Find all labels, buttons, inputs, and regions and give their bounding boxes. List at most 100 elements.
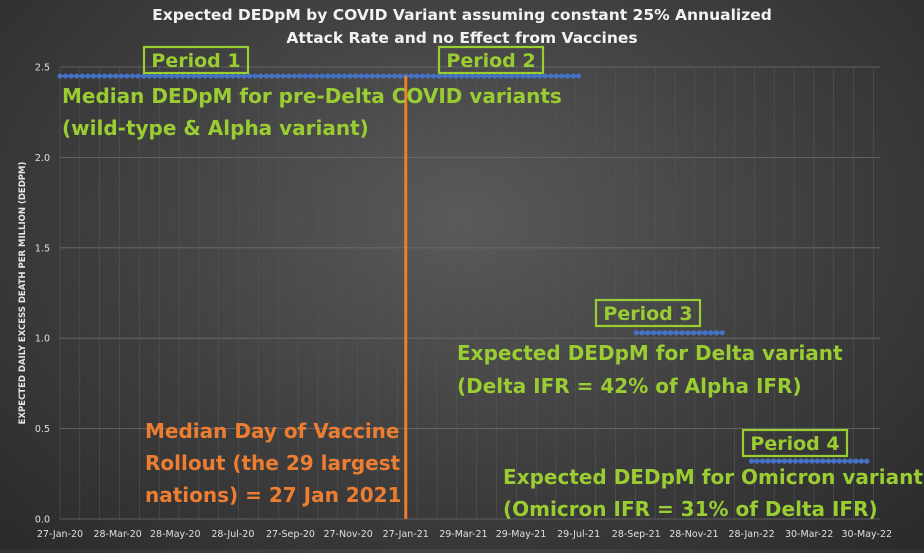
data-point — [392, 73, 398, 79]
data-point — [639, 330, 645, 336]
data-point — [96, 73, 102, 79]
data-point — [458, 73, 465, 79]
data-point — [302, 73, 308, 79]
y-tick-label: 2.5 — [35, 63, 50, 74]
x-tick-label: 27-Nov-20 — [323, 529, 372, 540]
data-point — [180, 73, 186, 79]
omicron-annotation: Expected DEDpM for Omicron variant — [503, 465, 923, 489]
data-point — [325, 73, 331, 79]
period-3-label: Period 3 — [603, 303, 692, 325]
data-point — [559, 73, 565, 79]
period-1-box — [142, 45, 250, 75]
data-point — [213, 73, 219, 79]
data-point — [548, 73, 554, 79]
chart-title: Expected DEDpM by COVID Variant assuming… — [152, 6, 772, 24]
data-point — [241, 73, 247, 79]
data-point — [113, 73, 119, 79]
data-point — [537, 73, 543, 79]
data-point — [397, 73, 403, 79]
y-tick-label: 1.5 — [35, 243, 50, 254]
period-2-box — [437, 45, 545, 75]
x-tick-label: 29-Jul-21 — [557, 529, 600, 540]
data-point — [297, 73, 303, 79]
data-point — [79, 73, 85, 79]
data-point — [235, 73, 242, 79]
data-point — [754, 458, 760, 464]
period-1-label: Period 1 — [151, 50, 240, 72]
data-point — [57, 73, 63, 79]
data-point — [168, 73, 175, 79]
data-point — [286, 73, 292, 79]
data-point — [129, 73, 136, 79]
data-point — [531, 73, 537, 79]
data-point — [509, 73, 515, 79]
data-point — [486, 73, 493, 79]
y-tick-label: 0.5 — [35, 424, 50, 435]
data-point — [564, 73, 571, 79]
data-point — [425, 73, 431, 79]
data-point — [864, 458, 870, 464]
data-point — [645, 330, 651, 336]
data-point — [576, 73, 582, 79]
data-point — [219, 73, 225, 79]
data-point — [102, 73, 108, 79]
data-point — [202, 73, 208, 79]
data-point — [141, 73, 147, 79]
data-point — [662, 330, 668, 336]
data-point — [679, 330, 685, 336]
x-tick-label: 27-Sep-20 — [266, 529, 315, 540]
data-point — [690, 330, 697, 336]
data-point — [386, 73, 392, 79]
x-tick-label: 29-Mar-21 — [439, 529, 487, 540]
data-point — [792, 458, 799, 464]
data-point — [765, 458, 771, 464]
data-point — [542, 73, 548, 79]
data-point — [252, 73, 258, 79]
x-tick-label: 28-May-20 — [150, 529, 201, 540]
period-4-label: Period 4 — [750, 433, 839, 455]
data-point — [853, 458, 859, 464]
data-point — [146, 73, 152, 79]
data-point — [74, 73, 80, 79]
data-point — [230, 73, 236, 79]
data-point — [380, 73, 387, 79]
data-point — [207, 73, 214, 79]
data-point — [492, 73, 498, 79]
data-point — [820, 458, 826, 464]
data-point — [196, 73, 203, 79]
data-point — [481, 73, 487, 79]
period-3-box — [594, 298, 702, 328]
x-tick-label: 30-Mar-22 — [785, 529, 833, 540]
data-point — [570, 73, 576, 79]
y-tick-label: 2.0 — [35, 153, 50, 164]
x-tick-label: 28-Sep-21 — [612, 529, 661, 540]
data-point — [858, 458, 864, 464]
data-point — [553, 73, 559, 79]
y-tick-label: 1.0 — [35, 334, 50, 345]
data-point — [685, 330, 691, 336]
data-point — [656, 330, 662, 336]
data-point — [185, 73, 191, 79]
y-axis-label: EXPECTED DAILY EXCESS DEATH PER MILLION … — [18, 162, 28, 425]
data-point — [352, 73, 359, 79]
data-point — [842, 458, 848, 464]
x-tick-label: 29-May-21 — [496, 529, 547, 540]
data-point — [809, 458, 815, 464]
data-point — [274, 73, 281, 79]
data-point — [152, 73, 158, 79]
data-point — [836, 458, 842, 464]
data-point — [633, 330, 639, 336]
data-point — [673, 330, 679, 336]
pre-delta-annotation: (wild-type & Alpha variant) — [62, 116, 369, 140]
data-point — [364, 73, 370, 79]
pre-delta-annotation: Median DEDpM for pre-Delta COVID variant… — [62, 84, 562, 108]
data-point — [520, 73, 526, 79]
data-point — [447, 73, 453, 79]
data-point — [708, 330, 714, 336]
data-point — [174, 73, 180, 79]
data-point — [118, 73, 124, 79]
data-point — [475, 73, 481, 79]
data-point — [313, 73, 320, 79]
